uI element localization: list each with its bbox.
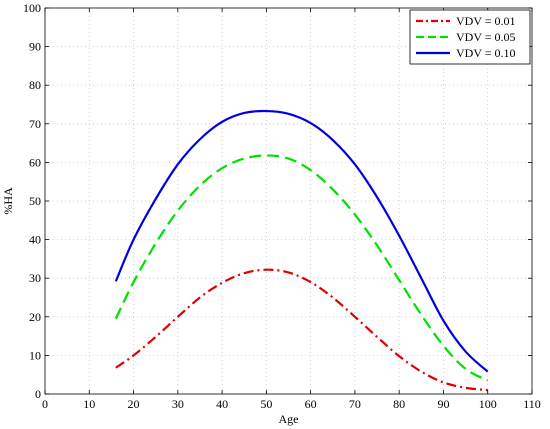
y-tick-label: 80 <box>29 78 41 92</box>
y-tick-label: 40 <box>29 233 41 247</box>
series-line-1 <box>115 268 488 392</box>
x-tick-label: 50 <box>260 397 272 411</box>
legend-label: VDV = 0.01 <box>456 14 516 28</box>
x-tick-label: 60 <box>305 397 317 411</box>
y-tick-label: 60 <box>29 155 41 169</box>
x-tick-label: 0 <box>42 397 48 411</box>
y-tick-label: 20 <box>29 310 41 324</box>
x-tick-label: 10 <box>83 397 95 411</box>
y-tick-label: 30 <box>29 271 41 285</box>
legend-label: VDV = 0.05 <box>456 30 516 44</box>
x-tick-label: 90 <box>437 397 449 411</box>
legend: VDV = 0.01 VDV = 0.05 VDV = 0.10 <box>409 9 531 65</box>
axis-ticks: 0 10 20 30 40 50 60 70 80 90 100 110 0 10 20 30 40 50 60 70… <box>23 1 541 411</box>
y-axis-label: %HA <box>1 187 15 215</box>
y-tick-label: 70 <box>29 117 41 131</box>
legend-label: VDV = 0.10 <box>456 46 516 60</box>
x-tick-label: 40 <box>216 397 228 411</box>
y-tick-label: 50 <box>29 194 41 208</box>
series-lines <box>114 109 489 392</box>
grid-lines <box>45 8 532 394</box>
y-tick-label: 100 <box>23 1 41 15</box>
y-tick-label: 10 <box>29 348 41 362</box>
x-tick-label: 80 <box>393 397 405 411</box>
y-tick-label: 90 <box>29 40 41 54</box>
series-line-3 <box>114 109 489 373</box>
y-tick-label: 0 <box>35 387 41 401</box>
x-tick-label: 20 <box>128 397 140 411</box>
x-tick-label: 110 <box>523 397 541 411</box>
x-axis-label: Age <box>279 412 299 426</box>
x-tick-label: 100 <box>479 397 497 411</box>
x-tick-label: 30 <box>172 397 184 411</box>
x-tick-label: 70 <box>349 397 361 411</box>
